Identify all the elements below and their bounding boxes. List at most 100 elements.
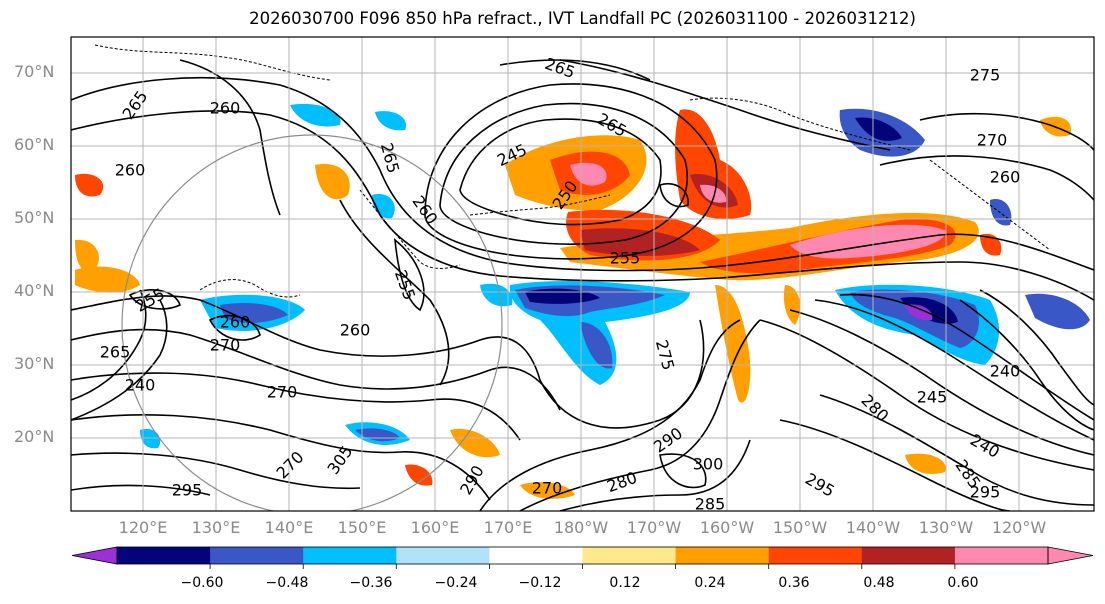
colorbar-tick-label: −0.48 <box>265 575 309 591</box>
negative-anomaly-region <box>1025 293 1090 330</box>
contour-line <box>128 289 181 310</box>
contour-line <box>71 452 361 490</box>
contour-line <box>819 394 1094 506</box>
contour-line <box>71 328 561 411</box>
colorbar-bin <box>954 547 1049 564</box>
contour-label: 270 <box>210 336 241 355</box>
negative-anomaly-region <box>580 322 613 369</box>
contour-label: 240 <box>125 376 156 395</box>
colorbar-bin <box>768 547 863 564</box>
map-frame <box>70 36 1095 512</box>
contour-label: 260 <box>340 321 371 340</box>
strong-positive-anomaly-region <box>790 224 946 259</box>
contour-line <box>208 314 261 341</box>
contour-line <box>479 319 741 511</box>
lon-label: 140°E <box>264 518 314 537</box>
contour-label: 270 <box>977 131 1008 150</box>
contour-line <box>459 118 662 226</box>
colorbar-tick-label: −0.24 <box>434 575 478 591</box>
colorbar-bin <box>303 547 397 564</box>
lon-label: 120°W <box>991 518 1047 537</box>
colorbar <box>71 546 1094 569</box>
strongest-negative-anomaly-region <box>905 304 933 321</box>
contour-label: 240 <box>990 362 1021 381</box>
contour-line <box>659 183 689 208</box>
contour-label: 245 <box>917 388 948 407</box>
lon-label: 160°E <box>410 518 460 537</box>
strong-positive-anomaly-region <box>700 184 727 203</box>
lat-label: 60°N <box>14 135 55 154</box>
positive-anomaly-region <box>315 164 350 200</box>
colorbar-tick-label: 0.12 <box>609 575 641 591</box>
graticule <box>71 37 1094 511</box>
colorbar-bin <box>396 547 490 564</box>
lon-label: 170°W <box>626 518 682 537</box>
contour-line <box>179 59 281 216</box>
colorbar-extend-max <box>1047 546 1094 565</box>
coastline <box>199 279 301 298</box>
contour-label: 300 <box>693 455 724 474</box>
colorbar-bin <box>861 547 956 564</box>
contour-line <box>71 484 211 496</box>
contour-label: 295 <box>970 483 1001 502</box>
colorbar-bin <box>675 547 770 564</box>
contour-line <box>71 76 1094 272</box>
contour-label: 295 <box>172 481 203 500</box>
lon-label: 130°W <box>918 518 974 537</box>
negative-anomaly-region <box>290 103 341 127</box>
contour-label: 255 <box>610 249 641 268</box>
contour-line <box>779 419 1011 511</box>
contour-line <box>71 110 1094 301</box>
negative-anomaly-region <box>220 303 288 323</box>
coastline <box>469 194 611 216</box>
colorbar-tick-label: 0.24 <box>694 575 726 591</box>
lat-label: 40°N <box>14 281 55 300</box>
positive-anomaly-region <box>715 285 751 403</box>
lon-label: 150°W <box>772 518 828 537</box>
contour-line <box>659 453 707 489</box>
lat-label: 20°N <box>14 427 55 446</box>
colorbar-bin <box>582 547 677 564</box>
strong-positive-anomaly-region <box>570 162 607 186</box>
positive-anomaly-region <box>75 266 140 293</box>
positive-anomaly-region <box>450 428 500 458</box>
negative-anomaly-region <box>855 117 902 141</box>
colorbar-bin <box>117 547 211 564</box>
contour-line <box>559 439 751 511</box>
negative-anomaly-region <box>140 428 161 449</box>
lat-label: 70°N <box>14 62 55 81</box>
contour-line <box>71 289 147 401</box>
colorbar-tick-label: −0.60 <box>180 575 224 591</box>
positive-anomaly-region <box>405 464 433 486</box>
colorbar-tick-label: 0.48 <box>863 575 895 591</box>
positive-anomaly-region <box>580 228 700 256</box>
colorbar-extend-min <box>71 546 118 565</box>
positive-anomaly-region <box>905 453 946 475</box>
coastline <box>929 159 1051 251</box>
contour-label: 260 <box>115 161 146 180</box>
lon-label: 140°W <box>845 518 901 537</box>
colorbar-bin <box>489 547 583 564</box>
negative-anomaly-region <box>850 289 980 348</box>
contour-label: 275 <box>970 66 1001 85</box>
negative-anomaly-region <box>372 194 395 219</box>
contour-line <box>839 293 1094 421</box>
colorbar-tick-label: −0.36 <box>349 575 393 591</box>
contour-line <box>879 155 1094 201</box>
positive-anomaly-region <box>783 285 801 325</box>
contour-line <box>424 83 718 260</box>
contour-label: 265 <box>100 343 131 362</box>
contour-label: 260 <box>210 99 241 118</box>
positive-anomaly-region <box>520 482 575 499</box>
coastline <box>359 189 461 269</box>
contour-label: 260 <box>990 168 1021 187</box>
lat-label: 50°N <box>14 208 55 227</box>
contour-line <box>339 199 450 386</box>
lon-label: 150°E <box>337 518 387 537</box>
contour-line <box>71 299 168 421</box>
contour-line <box>959 299 1094 431</box>
lon-label: 180°W <box>553 518 609 537</box>
coastline <box>689 97 911 151</box>
